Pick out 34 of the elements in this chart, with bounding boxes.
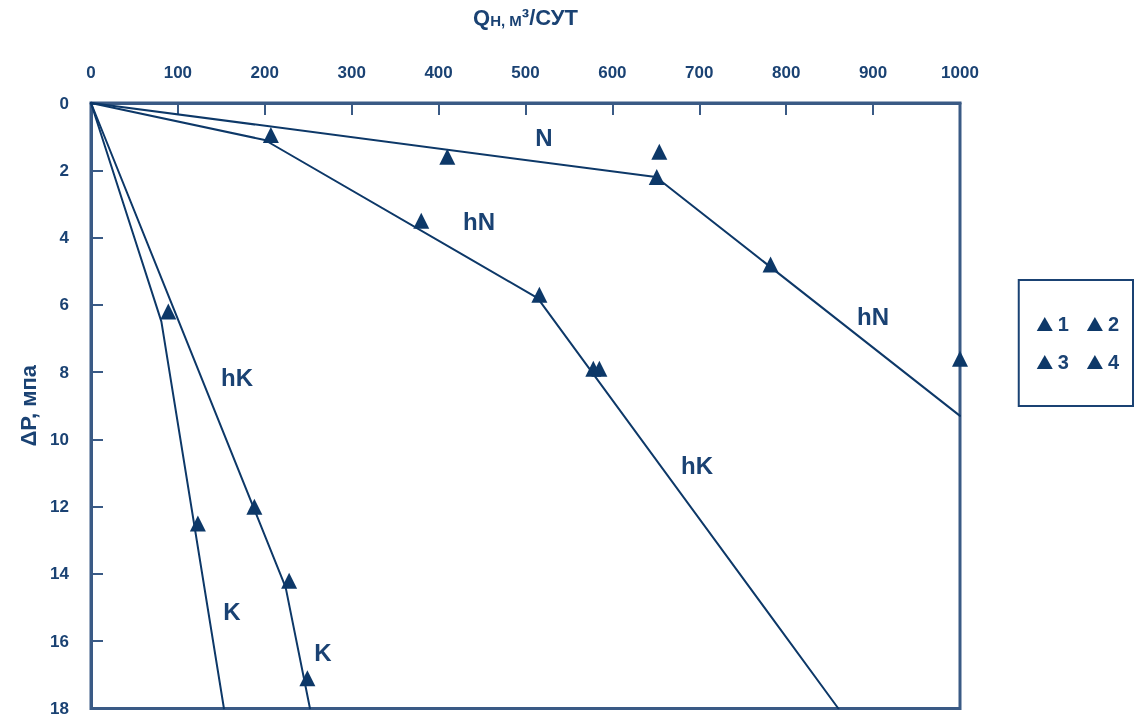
- x-tick-label: 0: [86, 63, 96, 82]
- legend-label: 3: [1057, 351, 1069, 373]
- annotation: hN: [463, 207, 495, 235]
- x-tick-label: 1000: [941, 63, 979, 82]
- y-tick-label: 16: [50, 631, 69, 651]
- x-axis-title: QН, М³/СУТ: [473, 4, 579, 30]
- x-tick-label: 800: [772, 63, 801, 82]
- y-tick-label: 6: [59, 295, 69, 315]
- legend-label: 1: [1057, 313, 1069, 335]
- annotation: hN: [857, 302, 889, 330]
- x-tick-label: 500: [511, 63, 540, 82]
- x-tick-label: 300: [337, 63, 366, 82]
- x-tick-label: 100: [163, 63, 193, 82]
- y-tick-label: 14: [50, 564, 70, 584]
- y-tick-label: 10: [50, 429, 69, 449]
- legend-label: 2: [1107, 313, 1119, 335]
- x-tick-label: 600: [598, 63, 627, 82]
- annotation: hK: [221, 363, 254, 391]
- legend-label: 4: [1107, 351, 1120, 373]
- y-tick-label: 0: [59, 93, 69, 113]
- y-tick-label: 8: [59, 362, 69, 382]
- x-tick-label: 700: [685, 63, 714, 82]
- y-tick-label: 2: [59, 160, 69, 180]
- annotation: K: [223, 597, 242, 625]
- annotation: N: [535, 123, 553, 151]
- y-axis-title: ΔР, мпа: [15, 364, 41, 447]
- y-tick-label: 18: [50, 699, 69, 717]
- y-tick-label: 12: [50, 497, 69, 517]
- annotation: K: [314, 638, 333, 666]
- y-tick-label: 4: [59, 228, 70, 248]
- annotation: hK: [681, 451, 714, 479]
- x-tick-label: 900: [858, 63, 888, 82]
- x-tick-label: 400: [424, 63, 453, 82]
- x-tick-label: 200: [250, 63, 279, 82]
